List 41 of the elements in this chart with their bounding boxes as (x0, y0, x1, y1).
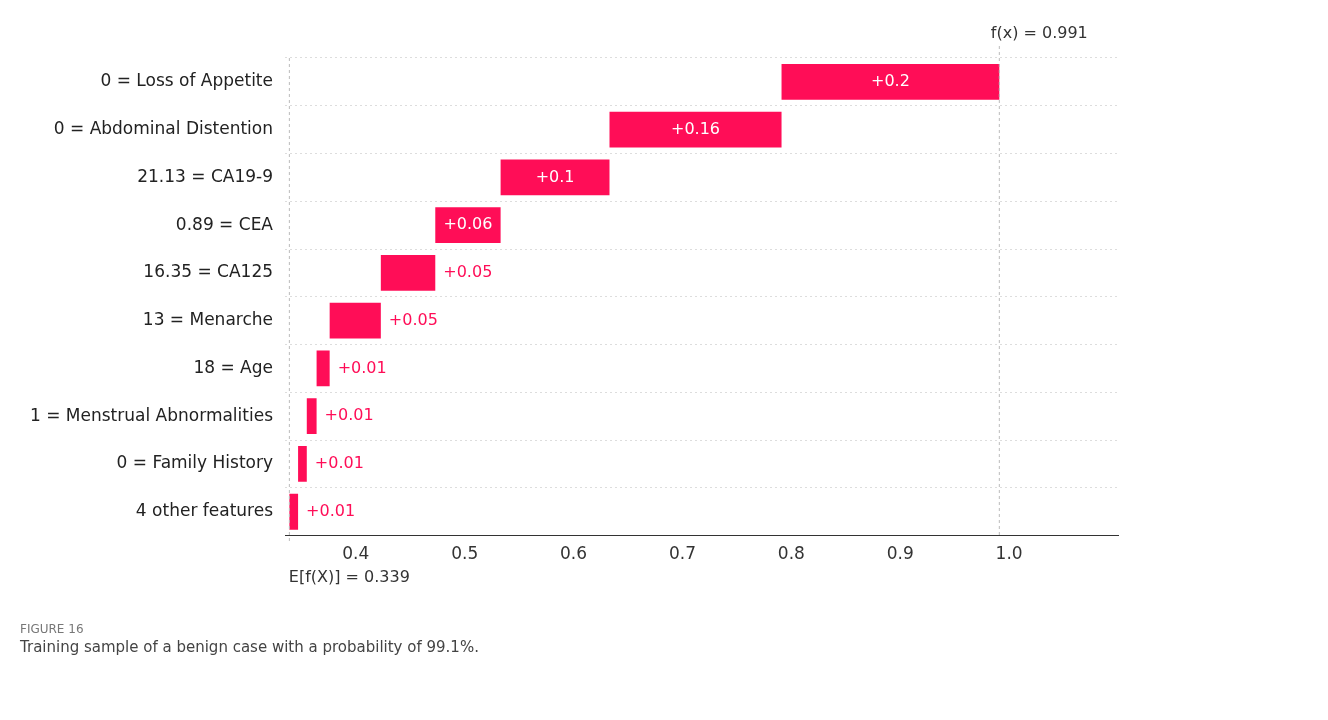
y-tick-label: 13 = Menarche (142, 309, 274, 330)
bar (609, 111, 782, 148)
data-label: +0.01 (306, 500, 356, 520)
bar (500, 159, 610, 196)
data-label: +0.2 (871, 71, 910, 91)
x-tick-label: 1.0 (995, 543, 1023, 564)
bar (289, 493, 299, 530)
data-label: +0.01 (324, 405, 374, 425)
x-tick-label: 0.4 (342, 543, 370, 564)
bar (380, 255, 436, 291)
data-label: +0.06 (443, 214, 493, 234)
x-tick-label: 0.7 (668, 543, 696, 564)
y-tick-label: 18 = Age (193, 356, 274, 377)
bar (298, 446, 307, 482)
data-label: +0.05 (388, 309, 438, 329)
bar (329, 302, 381, 339)
y-tick-label: 0 = Family History (116, 452, 274, 473)
y-tick-label: 0 = Abdominal Distention (53, 118, 274, 139)
y-tick-label: 4 other features (135, 500, 274, 521)
data-label: +0.01 (314, 453, 364, 473)
x-tick-label: 0.8 (777, 543, 805, 564)
y-tick-label: 0 = Loss of Appetite (100, 70, 274, 91)
bar (316, 350, 330, 387)
data-label: +0.1 (535, 166, 575, 186)
ref-line-label: E[f(X)] = 0.339 (288, 566, 410, 586)
y-tick-label: 21.13 = CA19-9 (137, 165, 274, 186)
data-label: +0.16 (671, 118, 721, 138)
data-label: +0.01 (337, 357, 387, 377)
bar (306, 398, 317, 435)
bar (435, 207, 501, 244)
x-tick-label: 0.6 (560, 543, 588, 564)
caption: FIGURE 16 (20, 622, 85, 636)
x-tick-label: 0.5 (451, 543, 479, 564)
y-tick-label: 0.89 = CEA (175, 213, 274, 234)
y-tick-label: 1 = Menstrual Abnormalities (30, 404, 274, 425)
x-tick-label: 0.9 (886, 543, 914, 564)
text: Training sample of a benign case with a probability of 99.1%. (20, 638, 480, 656)
y-tick-label: 16.35 = CA125 (143, 261, 274, 282)
ref-line-label: f(x) = 0.991 (990, 23, 1088, 43)
data-label: +0.05 (443, 262, 493, 282)
bar (781, 63, 1000, 100)
